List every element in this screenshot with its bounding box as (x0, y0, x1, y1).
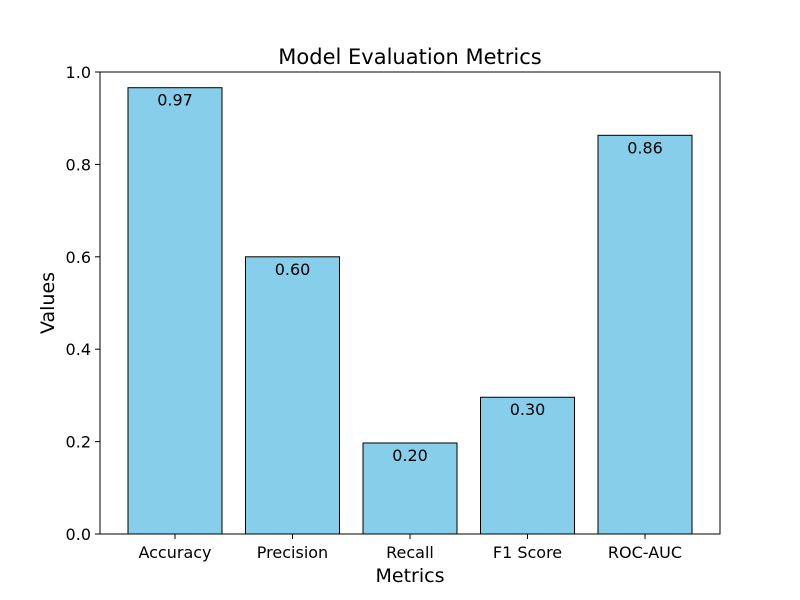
bar-roc-auc (597, 134, 693, 535)
data-label: 0.97 (157, 91, 193, 110)
x-axis: Accuracy Precision Recall F1 Score ROC-AUC (138, 534, 682, 562)
x-tick-label: Accuracy (138, 543, 211, 562)
x-axis-title: Metrics (376, 565, 445, 587)
bar-recall (362, 442, 458, 535)
x-tick-label: Recall (386, 543, 434, 562)
y-tick-label: 0.8 (66, 155, 91, 174)
y-tick-label: 0.0 (66, 525, 91, 544)
data-label: 0.60 (275, 260, 311, 279)
bar-precision (245, 256, 340, 535)
x-tick-label: ROC-AUC (608, 543, 682, 562)
plot-frame (99, 71, 721, 535)
y-axis: 0.0 0.2 0.4 0.6 0.8 1.0 (66, 63, 100, 544)
data-label: 0.20 (392, 446, 428, 465)
y-tick-label: 0.2 (66, 433, 91, 452)
chart-title: Model Evaluation Metrics (278, 45, 541, 69)
bar-f1-score (480, 396, 575, 535)
data-labels-layer: 0.97 0.60 0.20 0.30 0.86 (157, 91, 663, 465)
x-tick-label: F1 Score (493, 543, 562, 562)
data-label: 0.86 (627, 138, 663, 157)
y-tick-label: 0.6 (66, 248, 91, 267)
data-label: 0.30 (510, 400, 546, 419)
y-tick-label: 0.4 (66, 340, 91, 359)
x-tick-label: Precision (257, 543, 328, 562)
bars-layer (127, 87, 693, 535)
y-tick-label: 1.0 (66, 63, 91, 82)
y-axis-title: Values (37, 272, 59, 334)
bar-accuracy (127, 87, 223, 535)
